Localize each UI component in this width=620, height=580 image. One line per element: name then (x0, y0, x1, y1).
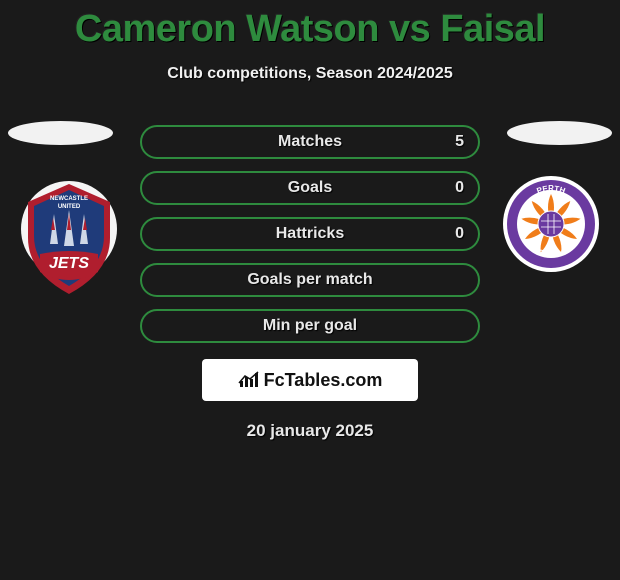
attribution-badge: FcTables.com (202, 359, 418, 401)
stat-row-matches: Matches 5 (140, 125, 480, 159)
attribution-text: FcTables.com (264, 370, 383, 391)
stat-row-min-per-goal: Min per goal (140, 309, 480, 343)
svg-text:UNITED: UNITED (58, 204, 81, 210)
subtitle: Club competitions, Season 2024/2025 (0, 65, 620, 83)
stat-rows: Matches 5 Goals 0 Hattricks 0 Goals per … (140, 125, 480, 343)
stat-label: Goals (288, 179, 332, 197)
svg-text:JETS: JETS (49, 255, 89, 272)
jets-badge-icon: NEWCASTLE UNITED JETS (20, 180, 118, 298)
date-label: 20 january 2025 (0, 421, 620, 441)
stat-row-goals: Goals 0 (140, 171, 480, 205)
left-player-ellipse (8, 121, 113, 145)
right-club-badge: PERTH GLORY (502, 175, 600, 273)
perth-glory-badge-icon: PERTH GLORY (502, 175, 600, 273)
left-club-badge: NEWCASTLE UNITED JETS (20, 190, 118, 288)
stat-right-value: 5 (455, 133, 464, 151)
stats-area: NEWCASTLE UNITED JETS (0, 125, 620, 343)
stat-row-hattricks: Hattricks 0 (140, 217, 480, 251)
bar-chart-icon (238, 371, 260, 389)
stat-label: Matches (278, 133, 342, 151)
stat-right-value: 0 (455, 225, 464, 243)
stat-row-goals-per-match: Goals per match (140, 263, 480, 297)
stat-label: Min per goal (263, 317, 357, 335)
svg-text:NEWCASTLE: NEWCASTLE (50, 196, 88, 202)
page-title: Cameron Watson vs Faisal (0, 0, 620, 51)
stat-right-value: 0 (455, 179, 464, 197)
stat-label: Hattricks (276, 225, 344, 243)
stat-label: Goals per match (247, 271, 372, 289)
right-player-ellipse (507, 121, 612, 145)
